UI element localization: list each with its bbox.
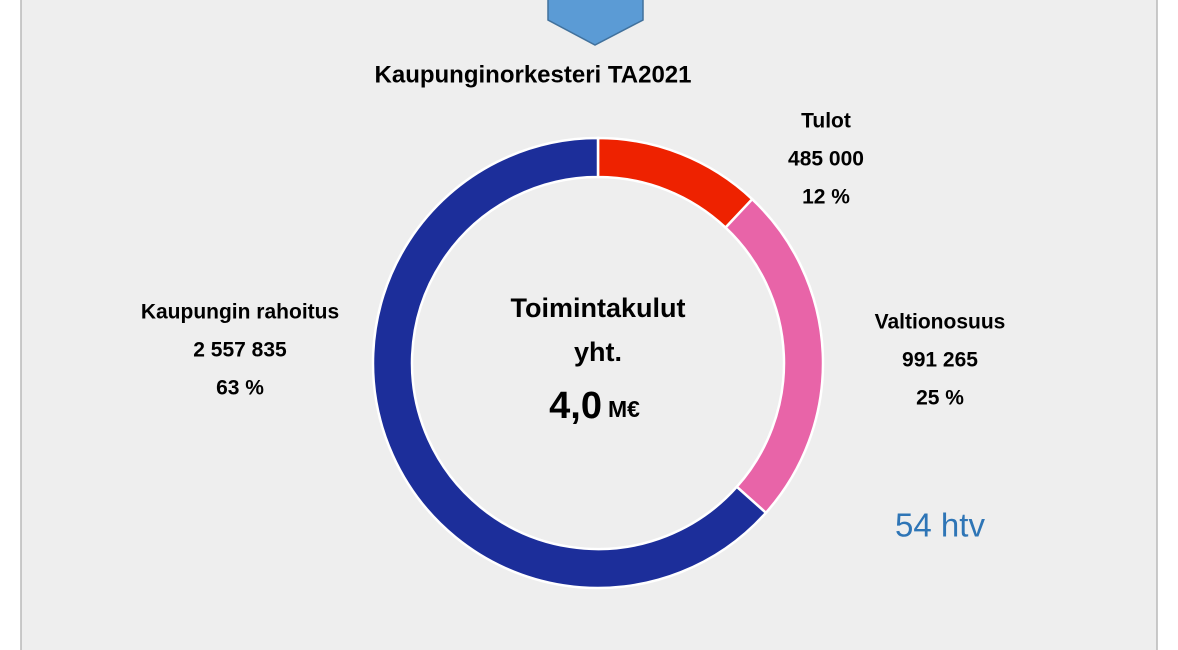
slice-label: Valtionosuus xyxy=(875,311,1006,334)
chart-title: Kaupunginorkesteri TA2021 xyxy=(375,61,692,88)
center-unit: M€ xyxy=(608,396,640,422)
value-label: 991 265 xyxy=(902,349,978,372)
arrow xyxy=(547,0,644,46)
center-value: 4,0 xyxy=(549,385,602,427)
slice-label: Tulot xyxy=(801,110,851,133)
percent-label: 25 % xyxy=(916,387,964,410)
slice xyxy=(371,136,768,590)
slice-label: Kaupungin rahoitus xyxy=(141,301,339,324)
panel xyxy=(20,0,1158,650)
annotation: 54 htv xyxy=(895,507,985,544)
percent-label: 63 % xyxy=(216,377,264,400)
value-label: 2 557 835 xyxy=(193,339,287,362)
center-text: yht. xyxy=(574,337,622,367)
value-label: 485 000 xyxy=(788,148,864,171)
percent-label: 12 % xyxy=(802,186,850,209)
center-text: Toimintakulut xyxy=(511,293,686,323)
